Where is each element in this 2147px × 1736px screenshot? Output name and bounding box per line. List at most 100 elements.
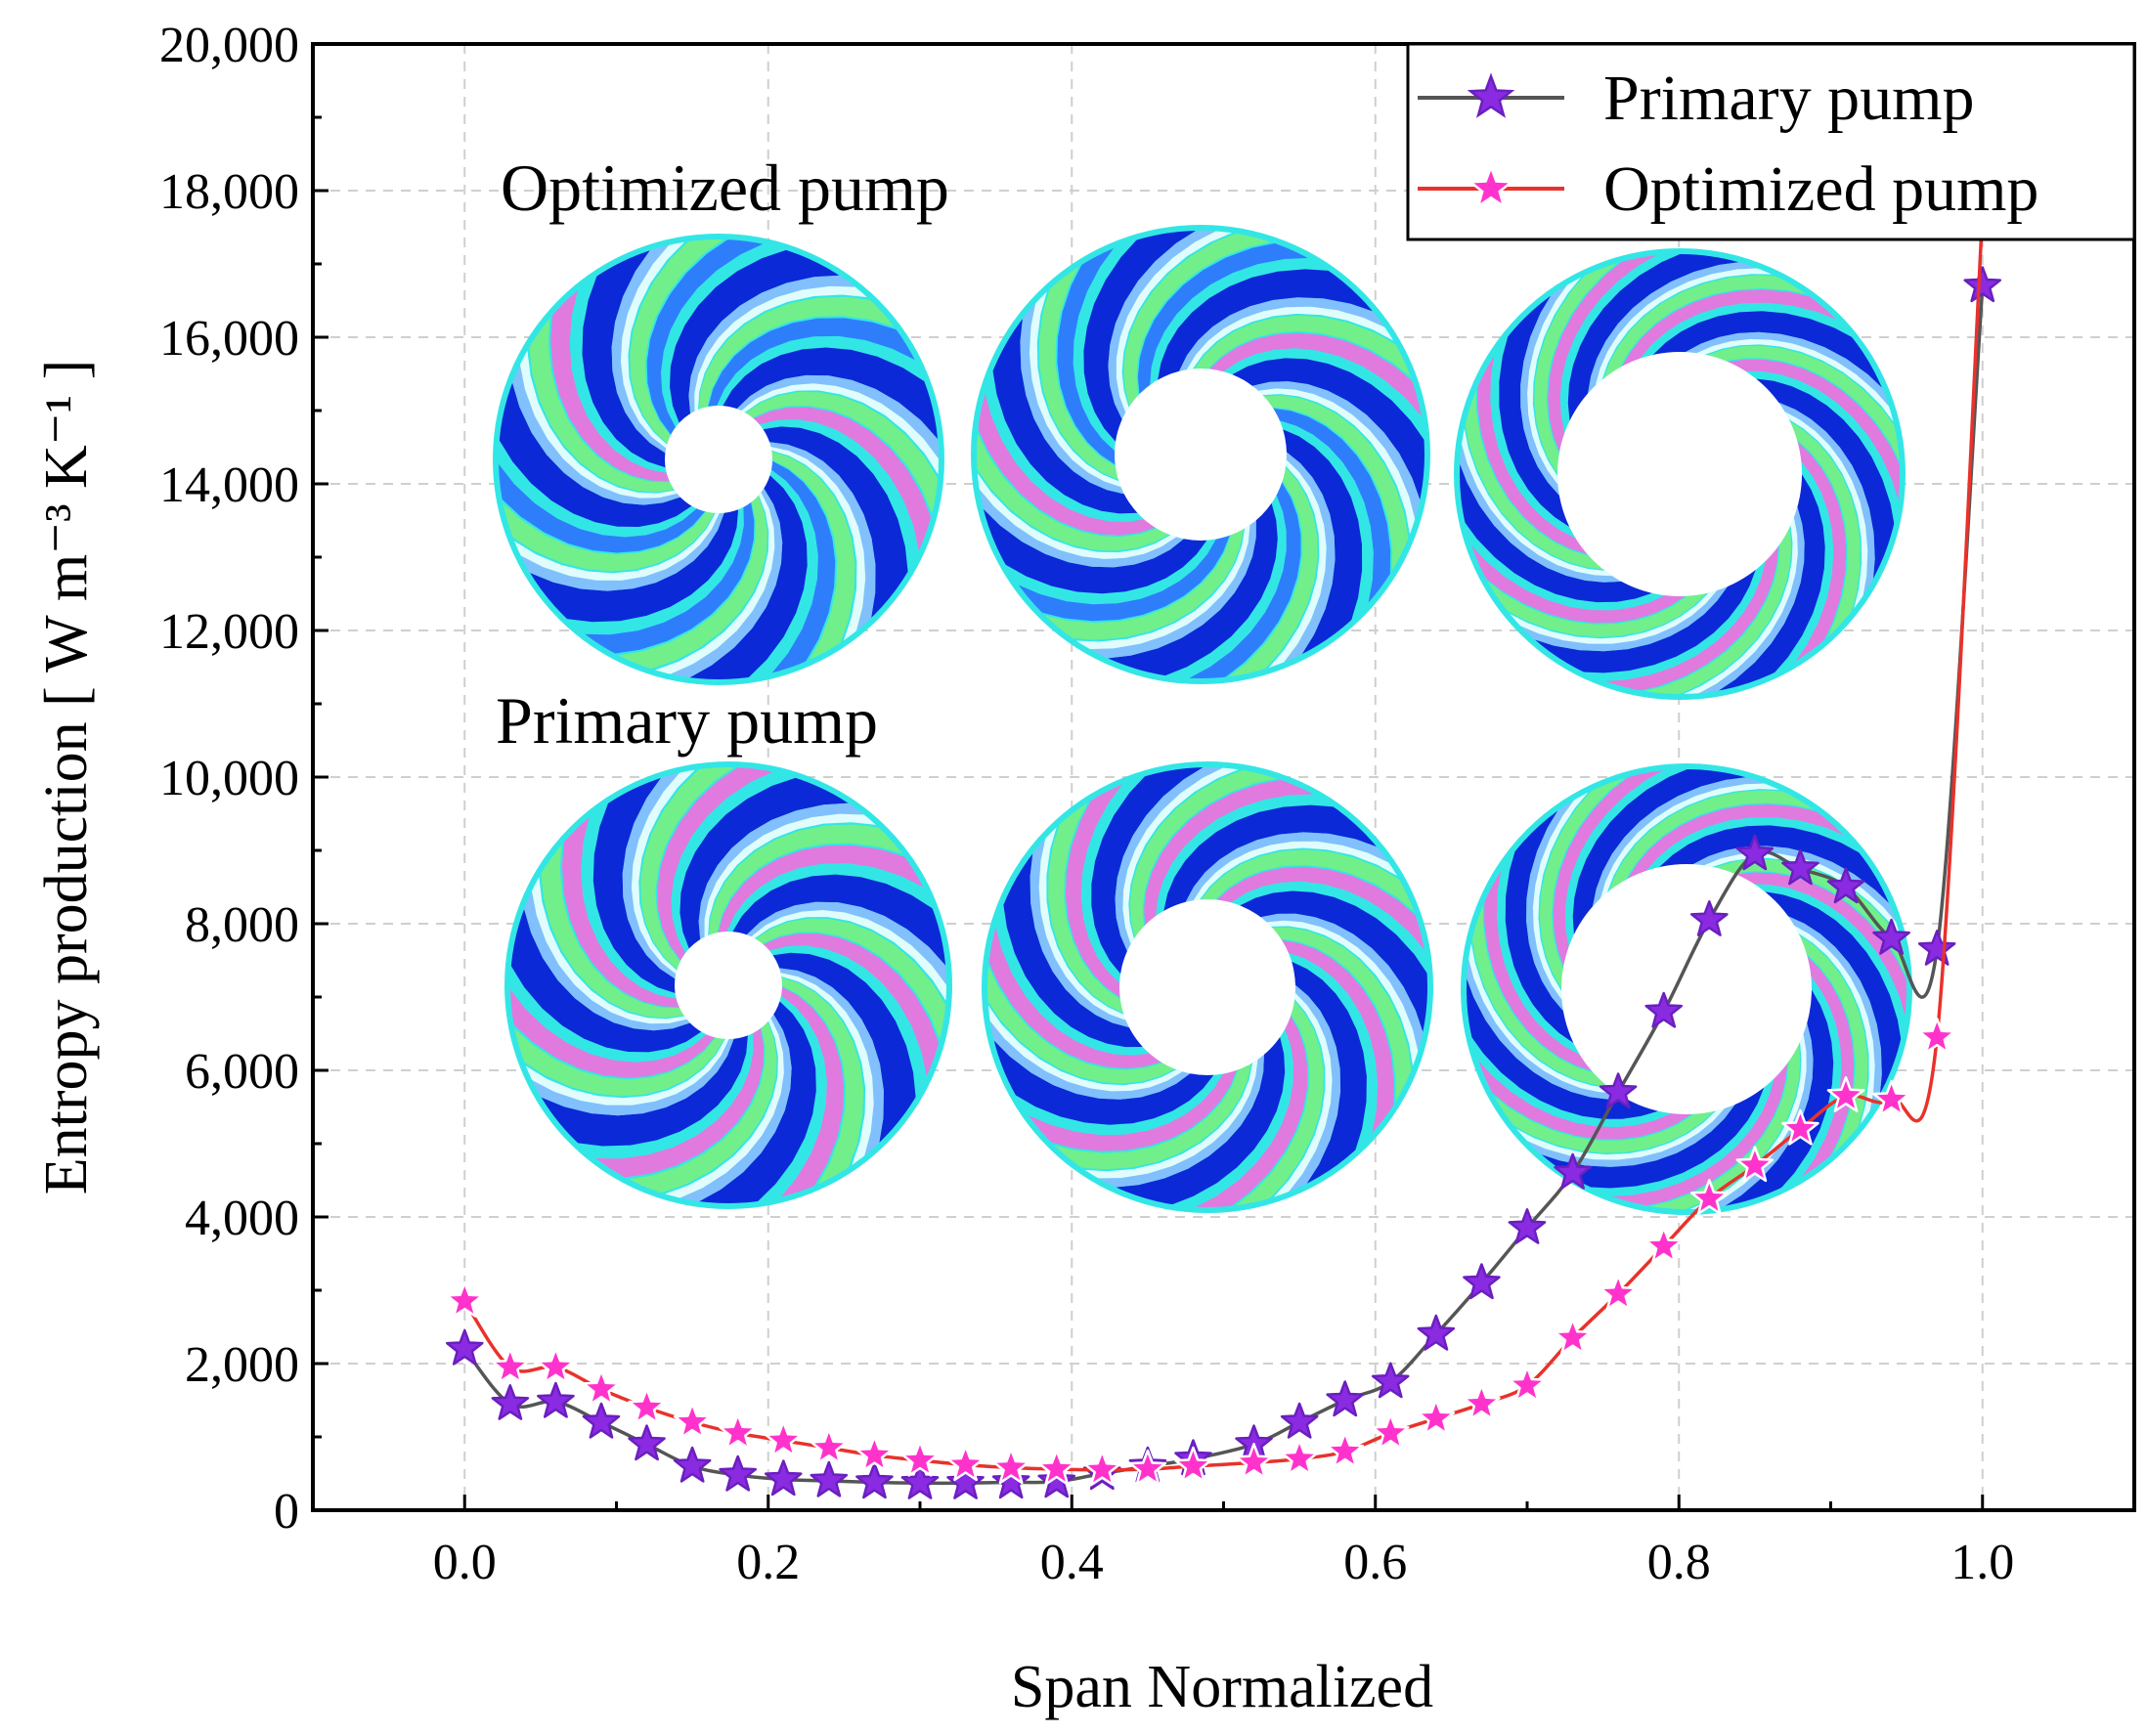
contour-band [1457, 456, 1652, 603]
contour-band [732, 874, 949, 970]
data-point [1872, 918, 1910, 955]
contour-band [497, 377, 692, 527]
contour-band [1789, 421, 1861, 644]
contour-band [771, 451, 855, 665]
contour-band [1696, 338, 1898, 427]
contour-band [985, 1000, 1183, 1092]
contour-band [1186, 306, 1399, 370]
contour-band [516, 512, 724, 591]
contour-band [1470, 898, 1608, 1087]
contour-band [989, 1036, 1214, 1125]
contour-band [1264, 459, 1327, 673]
contour-band [1784, 412, 1868, 616]
contour-band [613, 496, 767, 671]
contour-band [1603, 275, 1814, 379]
contour-band [1273, 408, 1391, 609]
contour-band [1791, 442, 1847, 668]
contour-band [985, 961, 1175, 1084]
contour-band [528, 313, 675, 493]
data-point [1599, 1072, 1638, 1109]
contour-band [676, 1014, 792, 1204]
contour-band [1481, 577, 1707, 637]
data-point [1280, 1439, 1319, 1476]
data-point [1826, 867, 1865, 904]
contour-band [763, 933, 941, 1081]
data-point [673, 1402, 712, 1439]
contour-band [620, 239, 688, 449]
y-axis-title: Entropy production [ W m⁻³ K⁻¹ ] [33, 360, 100, 1195]
contour-band [1637, 527, 1792, 697]
contour-band [1622, 289, 1843, 367]
contour-band [1627, 804, 1851, 879]
contour-band [666, 488, 783, 680]
legend-label: Optimized pump [1603, 153, 2038, 225]
impeller-rim [1454, 248, 1906, 700]
contour-band [753, 407, 933, 556]
contour-band [1778, 402, 1875, 603]
data-point [1735, 834, 1775, 871]
contour-band [1137, 241, 1314, 395]
data-point [1554, 1152, 1592, 1190]
x-tick-label: 0.6 [1343, 1535, 1407, 1590]
contour-band [1719, 989, 1834, 1210]
data-point [1781, 1108, 1819, 1146]
contour-band [510, 1024, 724, 1097]
contour-band [508, 904, 702, 1053]
contour-band [1083, 228, 1201, 442]
contour-band [768, 460, 836, 677]
contour-band [1548, 251, 1663, 453]
contour-band [1608, 790, 1820, 891]
contour-band [1553, 766, 1670, 967]
inset-label-optimized: Optimized pump [501, 151, 949, 225]
series [445, 193, 2002, 1499]
contour-band [527, 1038, 734, 1116]
data-point [1689, 900, 1729, 936]
contour-band [1023, 1069, 1237, 1151]
contour-band [1799, 935, 1868, 1159]
contour-band [718, 845, 928, 933]
impeller-hub [1115, 369, 1287, 541]
contour-band [1232, 358, 1427, 505]
contour-band [1504, 590, 1718, 644]
legend: Primary pump Optimized pump [1406, 42, 2136, 241]
contour-band [1765, 891, 1903, 1102]
data-point [1872, 1079, 1910, 1116]
contour-band [1599, 545, 1778, 692]
contour-band [1115, 764, 1228, 952]
data-point [1463, 1384, 1501, 1420]
data-point [810, 1428, 849, 1464]
contour-band [781, 977, 864, 1189]
data-point [1326, 1380, 1365, 1417]
contour-band [582, 246, 666, 468]
contour-band [1652, 311, 1888, 393]
primary-impeller-3 [1461, 763, 1912, 1215]
contour-band [779, 968, 884, 1160]
contour-band [1184, 482, 1301, 681]
primary-impeller-1 [504, 761, 952, 1209]
contour-band [1209, 332, 1425, 420]
impeller-hub [1561, 864, 1812, 1114]
contour-band [1283, 429, 1363, 659]
contour-band [1787, 916, 1882, 1118]
data-point [537, 1347, 575, 1384]
y-tick-label: 18,000 [159, 164, 299, 220]
legend-marker [1467, 72, 1515, 118]
data-point [855, 1435, 894, 1472]
contour-band [1002, 847, 1143, 1048]
contour-band [1604, 1063, 1788, 1207]
data-point [1735, 1146, 1775, 1183]
contour-band [1263, 395, 1410, 577]
data-point [1917, 1018, 1956, 1054]
contour-band [657, 764, 777, 961]
data-point [1082, 1450, 1121, 1487]
contour-band [631, 766, 699, 975]
contour-band [1600, 783, 1786, 899]
data-point [1417, 1314, 1456, 1351]
contour-band [755, 918, 948, 1044]
contour-band [1728, 359, 1903, 507]
data-point [491, 1347, 530, 1384]
impeller-rim [1461, 763, 1912, 1215]
primary-impeller-2 [982, 761, 1433, 1213]
data-point [1508, 1366, 1547, 1403]
contour-band [1798, 956, 1855, 1183]
